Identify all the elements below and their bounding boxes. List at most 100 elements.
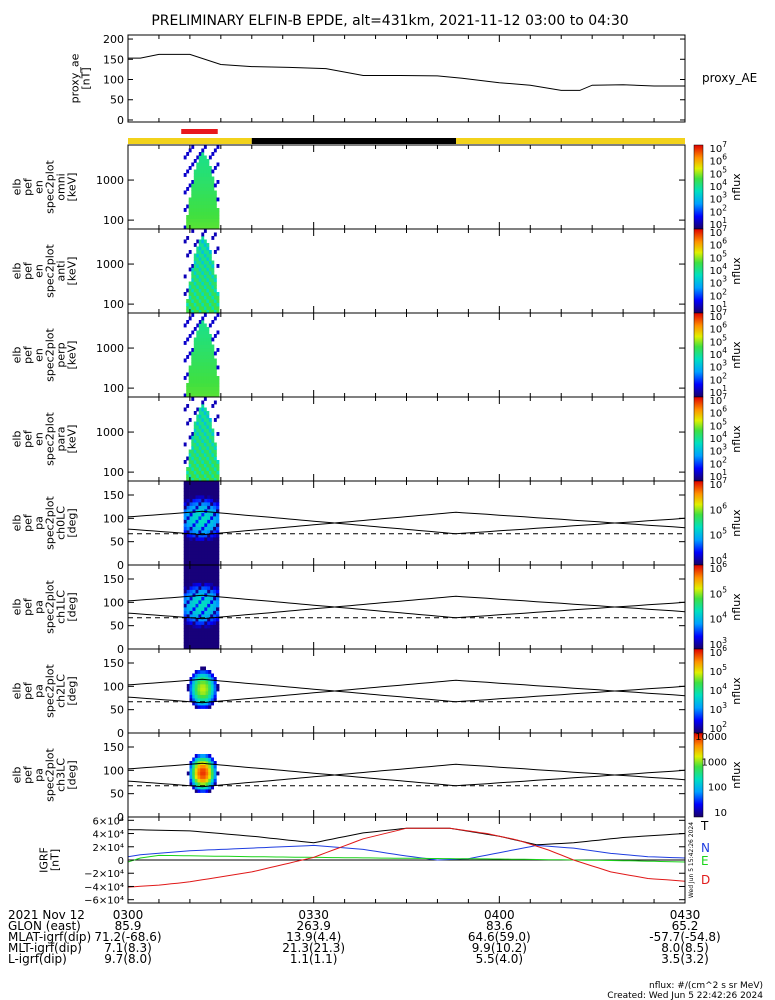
- spectrogram-cell: [201, 460, 205, 464]
- spectrogram-cell: [201, 379, 205, 384]
- pitch-angle-cell: [201, 558, 205, 562]
- pitch-angle-cell: [195, 614, 199, 618]
- spectrogram-cell: [203, 281, 207, 286]
- pitch-angle-cell: [183, 484, 187, 489]
- spectrogram-cell: [198, 411, 202, 415]
- spectrogram-cell: [213, 372, 217, 377]
- spectrogram-cell: [186, 470, 190, 475]
- spectrogram-cell: [193, 243, 197, 247]
- spectrogram-cell: [211, 460, 215, 464]
- pitch-angle-cell: [213, 533, 217, 538]
- colorbar-tick-label: 106: [709, 501, 727, 516]
- colorbar-label: nflux: [730, 593, 743, 621]
- spectrogram-cell: [213, 309, 217, 314]
- spectrogram-cell: [198, 334, 202, 338]
- spectrogram-cell: [216, 222, 220, 226]
- y-tick-label: 0: [117, 811, 124, 824]
- pitch-angle-cell: [210, 533, 214, 538]
- spectrogram-cell: [188, 386, 192, 391]
- spectrogram-cell: [196, 166, 200, 170]
- pitch-angle-cell: [210, 565, 214, 569]
- pitch-angle-cell: [183, 537, 187, 541]
- pitch-angle-cell: [201, 582, 205, 587]
- spectrogram-cell: [201, 180, 205, 184]
- pitch-angle-cell: [192, 624, 196, 629]
- spectrogram-cell: [196, 383, 200, 387]
- pitch-angle-cell: [197, 761, 201, 765]
- spectrogram-cell: [203, 313, 207, 317]
- spectrogram-cell: [193, 390, 197, 394]
- spectrogram-cell: [198, 278, 202, 282]
- pitch-angle-cell: [207, 586, 211, 590]
- spectrogram-cell: [193, 477, 197, 482]
- pitch-angle-cell: [216, 502, 220, 506]
- spectrogram-cell: [213, 376, 217, 380]
- orbit-value: 0400: [484, 908, 515, 922]
- spectrogram-cell: [193, 271, 197, 275]
- spectrogram-cell: [216, 218, 220, 223]
- spectrogram-cell: [191, 453, 195, 457]
- spectrogram-cell: [203, 428, 207, 433]
- spectrogram-cell: [213, 351, 217, 356]
- spectrogram-cell: [206, 218, 210, 223]
- pitch-angle-cell: [195, 610, 199, 615]
- spectrogram-cell: [208, 365, 212, 370]
- spectrogram-cell: [191, 264, 195, 268]
- pitch-angle-cell: [213, 771, 217, 776]
- pitch-angle-cell: [216, 554, 220, 559]
- spectrogram-cell: [206, 463, 210, 468]
- spectrogram-cell: [196, 246, 200, 251]
- pitch-angle-cell: [202, 785, 206, 790]
- pitch-angle-cell: [186, 621, 190, 625]
- pitch-angle-cell: [202, 677, 206, 681]
- spectrogram-cell: [201, 257, 205, 261]
- pitch-angle-cell: [216, 579, 220, 583]
- y-tick-label: 100: [103, 764, 124, 777]
- spectrogram-cell: [213, 201, 217, 205]
- pitch-angle-cell: [183, 635, 187, 639]
- spectrogram-cell: [201, 162, 205, 167]
- pitch-angle-cell: [198, 488, 202, 492]
- spectrogram-cell: [208, 439, 212, 443]
- pitch-angle-cell: [201, 481, 205, 485]
- spectrogram-cell: [191, 309, 195, 314]
- spectrogram-cell: [196, 369, 200, 373]
- spectrogram-cell: [208, 477, 212, 482]
- spectrogram-cell: [198, 162, 202, 167]
- spectrogram-cell: [213, 204, 217, 209]
- pitch-angle-cell: [216, 561, 220, 566]
- spectrogram-cell: [211, 337, 215, 342]
- pitch-angle-cell: [186, 684, 190, 688]
- pitch-angle-cell: [197, 705, 201, 709]
- orbit-value: 263.9: [296, 919, 330, 933]
- spectrogram-cell: [196, 446, 200, 450]
- pitch-angle-cell: [213, 498, 217, 503]
- pitch-angle-cell: [213, 558, 217, 562]
- pitch-angle-cell: [210, 582, 214, 587]
- orbit-value: 71.2(-68.6): [94, 930, 161, 944]
- pitch-angle-cell: [189, 575, 193, 580]
- pitch-angle-cell: [186, 551, 190, 555]
- pitch-angle-cell: [186, 624, 190, 629]
- pitch-angle-cell: [204, 579, 208, 583]
- pitch-angle-cell: [210, 498, 214, 503]
- spectrogram-cell: [196, 309, 200, 314]
- pitch-angle-cell: [202, 691, 206, 695]
- pitch-angle-cell: [201, 547, 205, 552]
- colorbar-tick-label: 10000: [695, 732, 727, 743]
- spectrogram-cell: [198, 246, 202, 251]
- pitch-angle-cell: [202, 771, 206, 776]
- spectrogram-cell: [196, 348, 200, 352]
- pitch-angle-cell: [194, 785, 198, 790]
- pitch-angle-cell: [197, 782, 201, 786]
- spectrogram-cell: [191, 306, 195, 310]
- pitch-angle-cell: [189, 617, 193, 622]
- pitch-angle-cell: [207, 575, 211, 580]
- pitch-angle-cell: [195, 554, 199, 559]
- spectrogram-cell: [206, 365, 210, 370]
- spectrogram-cell: [183, 442, 187, 447]
- pitch-angle-cell: [192, 488, 196, 492]
- pitch-angle-cell: [198, 558, 202, 562]
- pitch-angle-cell: [198, 610, 202, 615]
- pitch-angle-cell: [189, 638, 193, 643]
